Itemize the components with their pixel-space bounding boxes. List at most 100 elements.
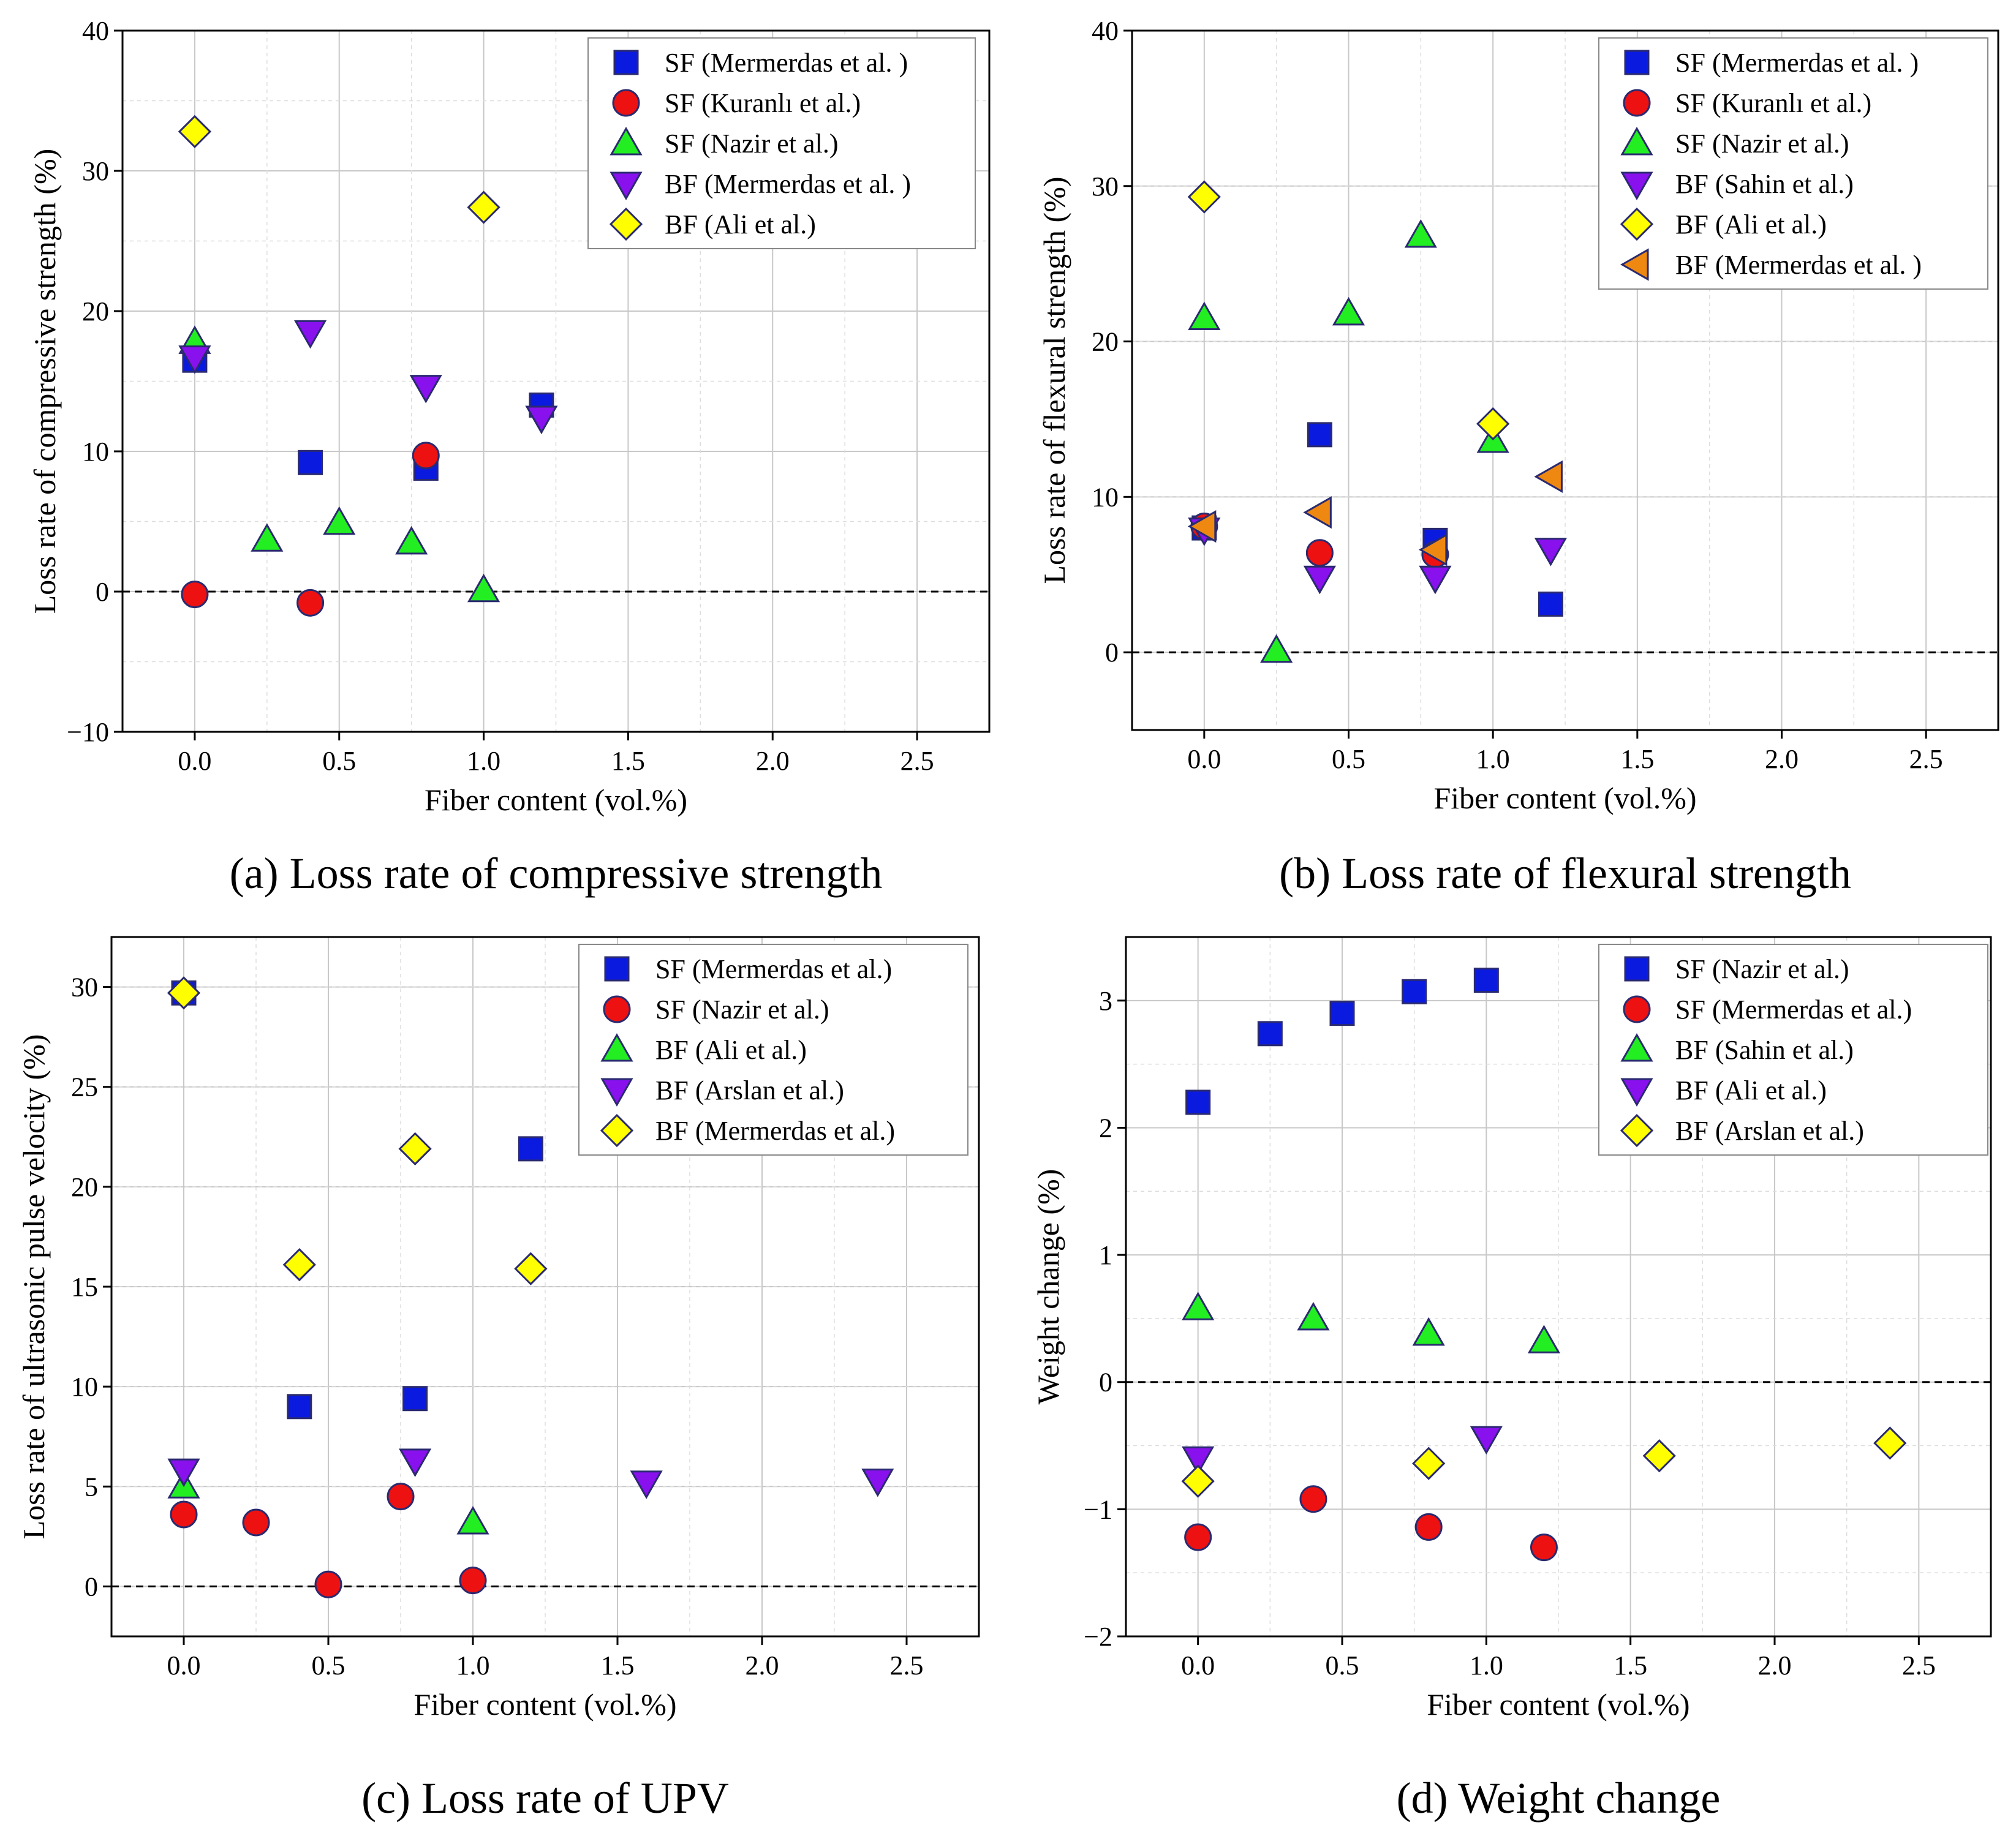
y-tick-label: 30 bbox=[1092, 171, 1119, 201]
legend-label: SF (Nazir et al.) bbox=[665, 129, 838, 159]
x-tick-label: 1.0 bbox=[467, 746, 500, 776]
data-point-series-5 bbox=[1476, 407, 1510, 441]
legend-label: BF (Mermerdas et al. ) bbox=[1675, 250, 1922, 280]
x-tick-label: 1.0 bbox=[456, 1650, 490, 1680]
y-tick-label: 5 bbox=[85, 1472, 98, 1502]
chart-panel-d: 0.0 0.5 1.0 1.5 2.0 2.5 −2 −1 0 1 2 3 Fiber content … bbox=[1031, 936, 1992, 1823]
legend-marker bbox=[1620, 126, 1653, 156]
data-point-series-4 bbox=[1419, 565, 1452, 595]
legend-label: SF (Kuranlı et al.) bbox=[665, 88, 861, 118]
y-tick-label: 2 bbox=[1099, 1113, 1112, 1143]
y-tick-label: −2 bbox=[1084, 1622, 1112, 1652]
data-point-series-4 bbox=[178, 345, 211, 374]
legend-marker bbox=[612, 89, 640, 117]
legend-marker bbox=[1620, 1078, 1653, 1107]
legend-label: SF (Nazir et al.) bbox=[1675, 129, 1849, 159]
data-point-series-3 bbox=[251, 523, 284, 552]
data-point-series-2 bbox=[242, 1508, 270, 1537]
legend-marker bbox=[1623, 89, 1651, 117]
data-point-series-5 bbox=[282, 1248, 316, 1282]
x-axis-title: Fiber content (vol.%) bbox=[1433, 781, 1696, 815]
x-tick-label: 0.5 bbox=[1326, 1650, 1359, 1680]
data-point-series-4 bbox=[525, 405, 558, 435]
y-tick-label: 15 bbox=[71, 1272, 98, 1302]
chart-panel-c: 0.0 0.5 1.0 1.5 2.0 2.5 0 5 10 15 20 25 30 Fiber cont… bbox=[17, 936, 980, 1823]
data-point-series-1 bbox=[402, 1386, 428, 1412]
x-tick-label: 1.0 bbox=[1470, 1650, 1503, 1680]
y-axis-title: Weight change (%) bbox=[1031, 1169, 1065, 1405]
y-tick-label: 20 bbox=[82, 296, 109, 326]
data-point-series-2 bbox=[459, 1567, 487, 1595]
legend-label: BF (Mermerdas et al.) bbox=[655, 1116, 895, 1146]
data-point-series-5 bbox=[1181, 1464, 1215, 1498]
data-point-series-2 bbox=[412, 442, 440, 470]
data-point-series-4 bbox=[399, 1448, 432, 1477]
data-point-series-1 bbox=[1307, 422, 1332, 448]
data-point-series-1 bbox=[1538, 591, 1563, 617]
data-point-series-2 bbox=[170, 1500, 198, 1529]
data-point-series-6 bbox=[1534, 460, 1563, 493]
legend-marker bbox=[613, 50, 639, 75]
data-point-series-4 bbox=[1534, 538, 1568, 566]
x-tick-label: 1.5 bbox=[1620, 744, 1654, 774]
legend-marker bbox=[600, 1113, 634, 1148]
legend-label: SF (Kuranlı et al.) bbox=[1675, 88, 1871, 118]
y-tick-label: −1 bbox=[1084, 1494, 1112, 1524]
y-tick-label: 10 bbox=[1092, 482, 1119, 512]
data-point-series-5 bbox=[167, 976, 201, 1010]
data-point-series-2 bbox=[1530, 1534, 1558, 1562]
data-point-series-6 bbox=[1418, 533, 1448, 566]
data-point-series-3 bbox=[1412, 1317, 1445, 1346]
legend-label: BF (Mermerdas et al. ) bbox=[665, 169, 911, 199]
x-tick-label: 2.5 bbox=[1909, 744, 1943, 774]
data-point-series-1 bbox=[1185, 1089, 1211, 1115]
data-point-series-2 bbox=[314, 1570, 342, 1598]
y-tick-label: 25 bbox=[71, 1072, 98, 1102]
x-axis-title: Fiber content (vol.%) bbox=[425, 783, 687, 817]
y-tick-label: 40 bbox=[82, 16, 109, 46]
y-axis-title: Loss rate of ultrasonic pulse velocity (… bbox=[17, 1034, 51, 1540]
data-point-series-5 bbox=[1642, 1439, 1676, 1473]
y-tick-label: 30 bbox=[82, 156, 109, 186]
y-tick-label: −10 bbox=[67, 717, 109, 747]
data-point-series-3 bbox=[1297, 1301, 1330, 1331]
data-point-series-5 bbox=[1412, 1447, 1446, 1480]
data-point-series-4 bbox=[167, 1458, 200, 1488]
x-tick-label: 0.0 bbox=[178, 746, 211, 776]
x-tick-label: 1.5 bbox=[1614, 1650, 1647, 1680]
plot-frame bbox=[1125, 936, 1992, 1638]
data-point-series-1 bbox=[518, 1136, 543, 1162]
x-tick-label: 0.0 bbox=[167, 1650, 201, 1680]
y-tick-label: 30 bbox=[71, 973, 98, 1003]
x-tick-label: 1.5 bbox=[611, 746, 645, 776]
x-tick-label: 0.5 bbox=[322, 746, 356, 776]
y-tick-label: 0 bbox=[96, 577, 109, 607]
legend-label: SF (Mermerdas et al.) bbox=[655, 954, 892, 984]
data-point-series-3 bbox=[1182, 1292, 1215, 1320]
legend-marker bbox=[600, 1078, 633, 1107]
data-point-series-4 bbox=[1470, 1426, 1503, 1455]
data-point-series-4 bbox=[861, 1468, 894, 1497]
y-tick-label: 0 bbox=[85, 1571, 98, 1601]
legend-marker bbox=[1620, 207, 1654, 241]
x-tick-label: 2.0 bbox=[1765, 744, 1799, 774]
legend-label: BF (Ali et al.) bbox=[1675, 1075, 1827, 1105]
data-point-series-1 bbox=[1473, 968, 1499, 993]
plot-frame bbox=[121, 29, 991, 733]
legend-label: SF (Nazir et al.) bbox=[1675, 954, 1849, 984]
data-point-series-1 bbox=[1329, 1001, 1355, 1026]
data-point-series-3 bbox=[1404, 219, 1437, 248]
data-point-series-3 bbox=[1260, 634, 1293, 663]
legend-label: BF (Ali et al.) bbox=[655, 1035, 807, 1065]
data-point-series-1 bbox=[1402, 979, 1427, 1004]
x-tick-label: 2.5 bbox=[1902, 1650, 1936, 1680]
legend-marker bbox=[1623, 995, 1651, 1023]
y-tick-label: 3 bbox=[1099, 986, 1112, 1016]
legend-label: BF (Ali et al.) bbox=[1675, 209, 1827, 239]
legend-label: BF (Arslan et al.) bbox=[1675, 1116, 1864, 1146]
y-axis-title: Loss rate of compressive strength (%) bbox=[28, 149, 62, 614]
data-point-series-2 bbox=[1299, 1485, 1327, 1513]
chart-panel-b: 0.0 0.5 1.0 1.5 2.0 2.5 0 10 20 30 40 Fiber content… bbox=[1037, 16, 1999, 898]
legend-label: BF (Arslan et al.) bbox=[655, 1075, 844, 1105]
x-tick-label: 0.5 bbox=[1332, 744, 1365, 774]
